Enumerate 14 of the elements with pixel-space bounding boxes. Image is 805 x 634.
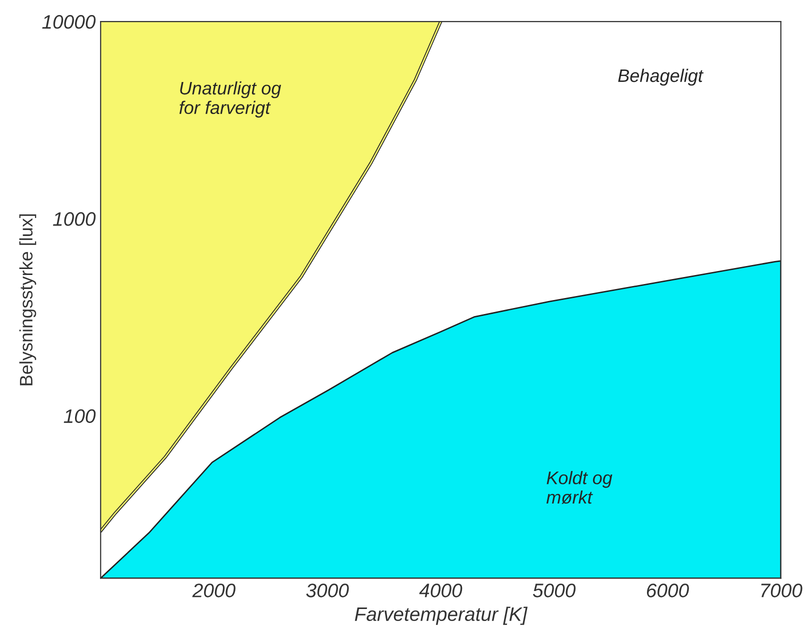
y-tick-label: 10000 [42, 15, 96, 29]
x-tick-label: 3000 [306, 584, 349, 598]
x-tick-label: 6000 [646, 584, 689, 598]
annotation: Behageligt [618, 68, 704, 86]
x-tick-label: 2000 [192, 584, 236, 598]
annotation: Koldt og mørkt [546, 471, 612, 504]
x-axis-title: Farvetemperatur [K] [354, 606, 528, 625]
y-tick-label: 1000 [53, 212, 96, 226]
y-tick-label: 100 [64, 409, 96, 424]
x-tick-label: 5000 [532, 584, 576, 598]
x-tick-label: 7000 [761, 584, 802, 598]
y-axis-title: Belysningsstyrke [lux] [19, 214, 36, 386]
x-tick-label: 4000 [419, 584, 462, 598]
annotation: Unaturligt og for farverigt [179, 81, 282, 118]
